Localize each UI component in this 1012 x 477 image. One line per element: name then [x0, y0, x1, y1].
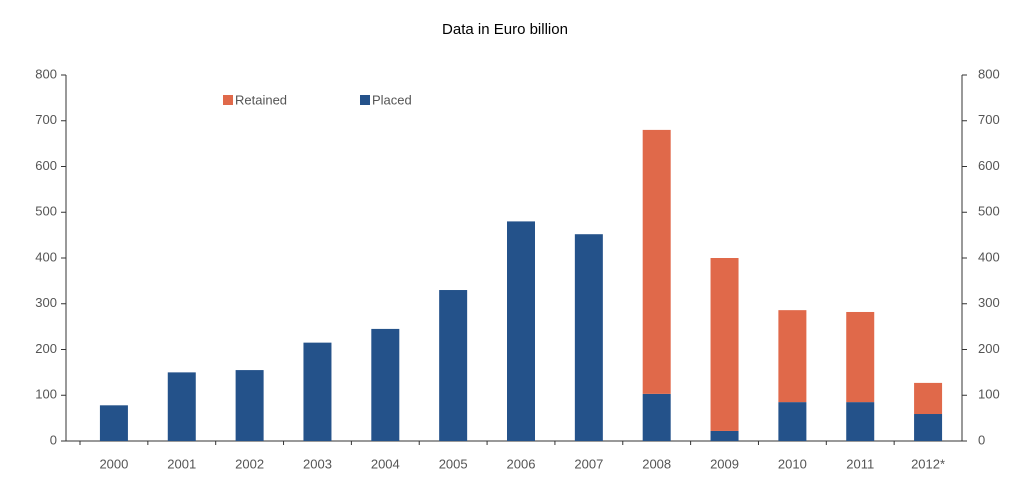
bar: [914, 414, 943, 441]
bar: [371, 328, 400, 441]
chart-title: Data in Euro billion: [442, 21, 568, 38]
x-tick-label: 2004: [371, 456, 400, 471]
x-tick-label: 2010: [778, 456, 807, 471]
legend-label: Placed: [372, 92, 412, 107]
y-tick-label: 600: [35, 158, 57, 173]
legend-swatch: [360, 95, 370, 105]
x-tick-label: 2006: [507, 456, 536, 471]
y2-tick-label: 400: [978, 249, 1000, 264]
y-tick-label: 800: [35, 66, 57, 81]
bar: [846, 402, 875, 441]
x-tick-label: 2011: [846, 456, 874, 471]
y-tick-label: 400: [35, 249, 57, 264]
x-tick-label: 2005: [439, 456, 468, 471]
y-tick-label: 0: [50, 432, 57, 447]
x-tick-label: 2012*: [911, 456, 945, 471]
y2-tick-label: 300: [978, 295, 1000, 310]
bar: [507, 221, 535, 441]
y2-tick-label: 200: [978, 341, 1000, 356]
legend-swatch: [223, 95, 233, 105]
y2-tick-label: 500: [978, 204, 1000, 219]
x-tick-label: 2002: [235, 456, 264, 471]
x-tick-label: 2007: [574, 456, 603, 471]
x-tick-label: 2000: [99, 456, 128, 471]
bar: [914, 382, 943, 415]
bar: [710, 258, 739, 431]
bar: [710, 430, 739, 441]
y-tick-label: 500: [35, 204, 57, 219]
y-tick-label: 300: [35, 295, 57, 310]
y2-tick-label: 600: [978, 158, 1000, 173]
bar: [167, 372, 196, 441]
bar: [778, 402, 807, 441]
bar: [642, 393, 671, 441]
bar: [574, 234, 603, 441]
legend-label: Retained: [235, 92, 287, 107]
x-tick-label: 2009: [710, 456, 739, 471]
y2-tick-label: 0: [978, 432, 985, 447]
bar: [439, 290, 468, 441]
x-tick-label: 2003: [303, 456, 332, 471]
bar: [778, 310, 807, 403]
bar: [235, 370, 264, 441]
x-tick-label: 2008: [642, 456, 671, 471]
y2-tick-label: 700: [978, 112, 1000, 127]
bar: [303, 342, 332, 441]
bar: [846, 311, 875, 403]
x-tick-label: 2001: [167, 456, 196, 471]
bar: [642, 129, 671, 394]
y2-tick-label: 100: [978, 387, 1000, 402]
y-tick-label: 700: [35, 112, 57, 127]
bar: [99, 405, 128, 441]
y2-tick-label: 800: [978, 66, 1000, 81]
y-tick-label: 100: [35, 387, 57, 402]
y-tick-label: 200: [35, 341, 57, 356]
